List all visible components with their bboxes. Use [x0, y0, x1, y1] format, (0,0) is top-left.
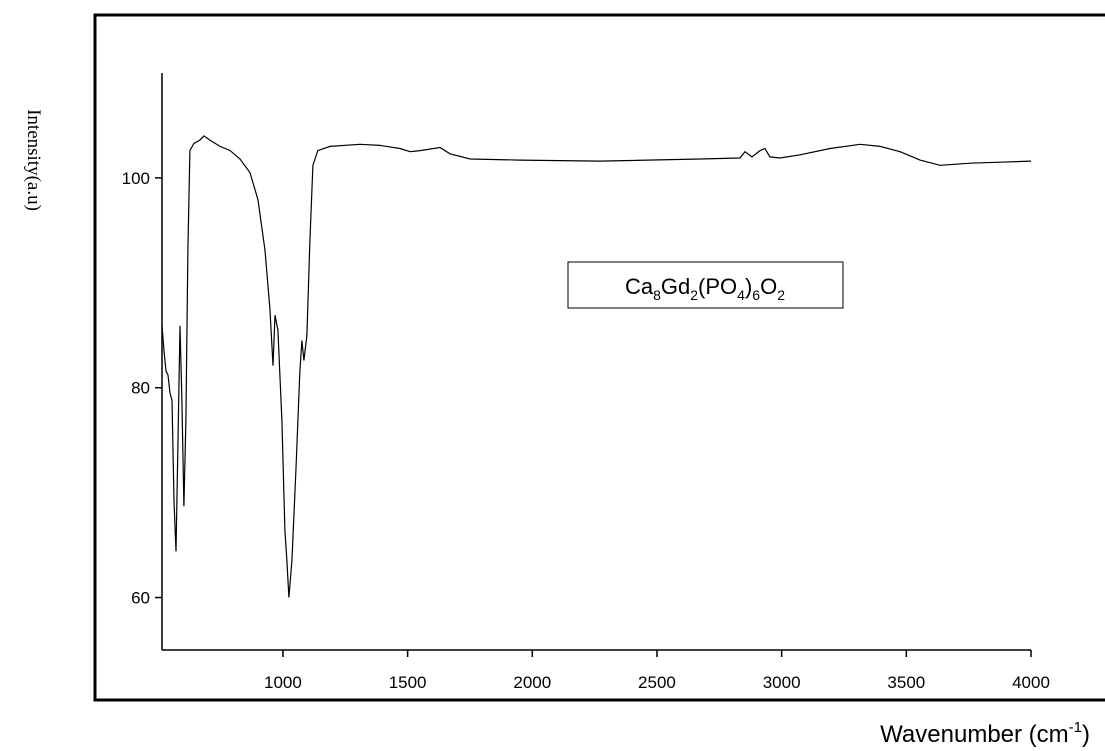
- x-axis-label: Wavenumber (cm-1): [880, 719, 1090, 748]
- x-tick-label: 3000: [763, 673, 801, 692]
- annotation-sub: 2: [690, 287, 698, 303]
- annotation-sub: 2: [777, 287, 785, 303]
- x-label-sup: -1: [1069, 719, 1082, 736]
- x-tick-label: 4000: [1012, 673, 1050, 692]
- frame: [93, 13, 1105, 702]
- x-label-part: ): [1082, 721, 1090, 748]
- annotation-sub: 6: [752, 287, 760, 303]
- x-tick-label: 1000: [264, 673, 302, 692]
- annotation-box: [567, 261, 844, 309]
- annotation-part: Ca: [625, 274, 654, 299]
- annotation-sub: 8: [653, 287, 661, 303]
- annotation: Ca8Gd2(PO4)6O2: [625, 274, 785, 303]
- y-axis-label: Intensity(a.u): [23, 109, 44, 211]
- annotation-part: O: [760, 274, 777, 299]
- x-tick-label: 3500: [887, 673, 925, 692]
- x-label-part: Wavenumber (cm: [880, 721, 1068, 748]
- spectrum-line: [161, 135, 1032, 598]
- y-tick-label: 60: [131, 589, 150, 608]
- annotation-part: Gd: [661, 274, 690, 299]
- annotation-part: (PO: [698, 274, 737, 299]
- x-tick-label: 1500: [389, 673, 427, 692]
- annotation-sub: 4: [737, 287, 745, 303]
- y-tick-label: 100: [122, 169, 150, 188]
- annotation-part: ): [745, 274, 752, 299]
- x-tick-label: 2500: [638, 673, 676, 692]
- x-tick-label: 2000: [513, 673, 551, 692]
- y-tick-label: 80: [131, 379, 150, 398]
